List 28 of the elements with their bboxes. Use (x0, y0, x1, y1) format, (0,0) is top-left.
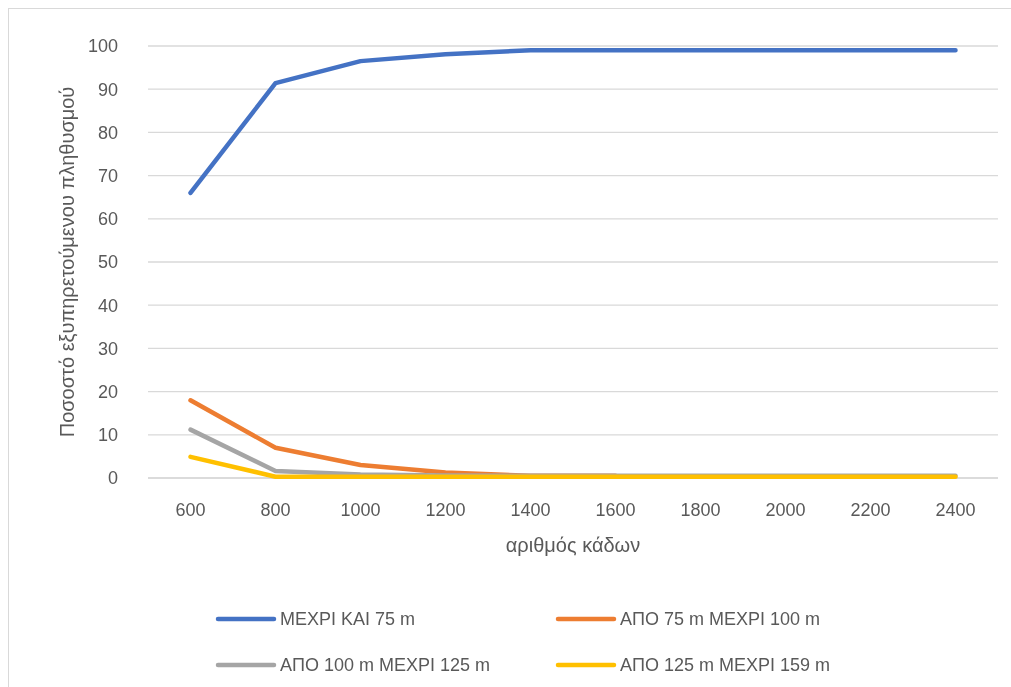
x-tick-label: 1200 (425, 500, 466, 520)
y-tick-label: 70 (97, 165, 118, 186)
y-tick-label: 40 (97, 295, 118, 316)
x-tick-label: 1800 (680, 500, 721, 520)
y-tick-label: 50 (97, 252, 118, 273)
x-tick-label: 1600 (595, 500, 636, 520)
y-tick-label: 20 (97, 381, 118, 402)
x-tick-label: 800 (260, 500, 291, 520)
y-axis-title: Ποσοστό εξυπηρετούμενου πληθυσμού (56, 86, 78, 438)
y-tick-label: 100 (87, 36, 118, 57)
y-tick-label: 30 (97, 338, 118, 359)
legend-label: ΑΠΟ 125 m ΜΕΧΡΙ 159 m (620, 655, 831, 676)
x-tick-label: 600 (175, 500, 206, 520)
legend-label: ΜΕΧΡΙ ΚΑΙ 75 m (280, 609, 416, 630)
x-axis-title: αριθμός κάδων (505, 534, 641, 556)
line-series (188, 48, 958, 196)
y-tick-label: 0 (107, 468, 118, 489)
y-tick-label: 60 (97, 209, 118, 230)
x-tick-label: 1000 (340, 500, 381, 520)
x-tick-label: 2000 (765, 500, 806, 520)
y-tick-label: 90 (97, 79, 118, 100)
x-tick-label: 2200 (850, 500, 891, 520)
x-tick-label: 1400 (510, 500, 551, 520)
x-tick-label: 2400 (935, 500, 976, 520)
legend-label: ΑΠΟ 100 m ΜΕΧΡΙ 125 m (280, 655, 491, 676)
y-tick-label: 80 (97, 122, 118, 143)
legend-label: ΑΠΟ 75 m ΜΕΧΡΙ 100 m (620, 609, 821, 630)
y-tick-label: 10 (97, 425, 118, 446)
